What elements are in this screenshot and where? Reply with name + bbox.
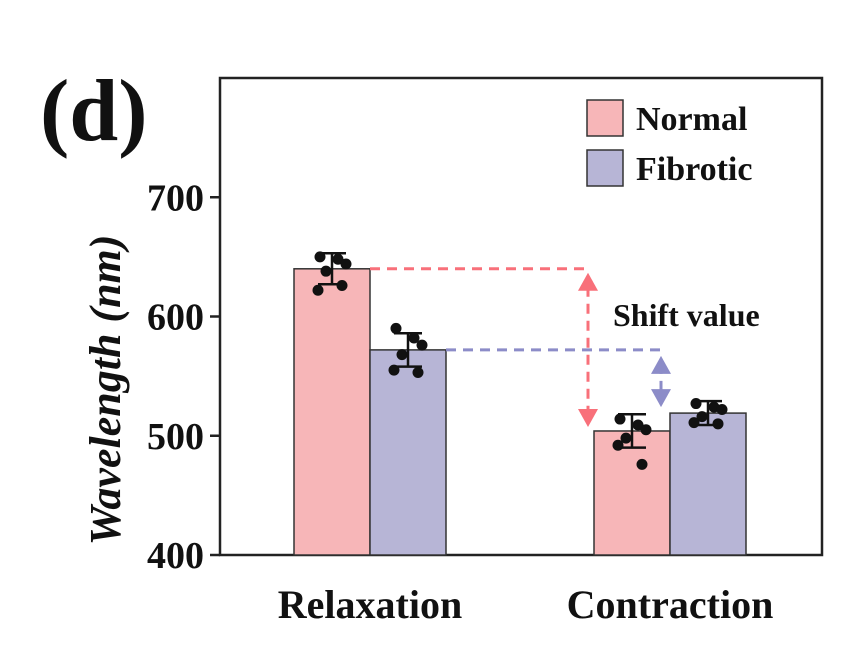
data-point bbox=[332, 253, 344, 265]
bar-fibrotic-contraction bbox=[669, 412, 747, 556]
fibrotic-arrow-up-head bbox=[651, 355, 671, 374]
normal-arrow-down-head bbox=[578, 408, 598, 427]
data-point bbox=[396, 349, 408, 361]
data-point bbox=[408, 332, 420, 344]
data-point bbox=[314, 251, 326, 263]
data-point bbox=[636, 458, 648, 470]
data-point bbox=[716, 404, 728, 416]
data-point bbox=[388, 364, 400, 376]
data-point bbox=[632, 419, 644, 431]
legend-swatch-fibrotic bbox=[586, 149, 624, 187]
bar-fibrotic-relaxation bbox=[369, 349, 447, 556]
data-point bbox=[640, 424, 652, 436]
data-point bbox=[412, 367, 424, 379]
data-point bbox=[614, 413, 626, 425]
data-point bbox=[688, 417, 700, 429]
x-category-label: Contraction bbox=[567, 582, 774, 627]
y-tick-label: 500 bbox=[147, 416, 204, 458]
legend-label-fibrotic: Fibrotic bbox=[636, 151, 752, 188]
plot-area: 400 500 600 700 Relaxation Contraction Normal F… bbox=[147, 76, 824, 627]
y-axis-label: Wavelength (nm) bbox=[81, 235, 130, 546]
y-tick-label: 600 bbox=[147, 297, 204, 339]
data-point bbox=[390, 322, 402, 334]
shift-value-annotation: Shift value bbox=[613, 297, 760, 333]
panel-label: (d) bbox=[40, 63, 148, 160]
data-point bbox=[712, 418, 724, 430]
data-point bbox=[320, 265, 332, 277]
x-category-label: Relaxation bbox=[278, 582, 462, 627]
legend-label-normal: Normal bbox=[636, 101, 747, 138]
data-point bbox=[416, 339, 428, 351]
data-point bbox=[696, 411, 708, 423]
legend-swatch-normal bbox=[586, 99, 624, 137]
bar-normal-relaxation bbox=[293, 268, 371, 556]
data-point bbox=[312, 284, 324, 296]
y-tick-label: 400 bbox=[147, 535, 204, 577]
fibrotic-arrow-down-head bbox=[651, 389, 671, 408]
y-tick-label: 700 bbox=[147, 177, 204, 219]
data-point bbox=[620, 432, 632, 444]
data-point bbox=[690, 398, 702, 410]
bar-normal-contraction bbox=[593, 430, 671, 556]
data-point bbox=[340, 258, 352, 270]
data-point bbox=[612, 439, 624, 451]
normal-arrow-up-head bbox=[578, 272, 598, 291]
data-point bbox=[336, 279, 348, 291]
